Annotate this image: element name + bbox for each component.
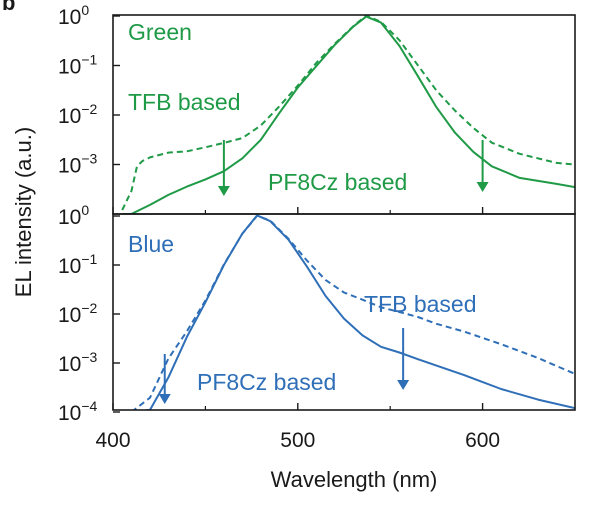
blue-panel-title: Blue — [128, 231, 174, 257]
blue-panel: 100 10−1 10−2 10−3 10−4 Blue TFB based PF8Cz ba… — [58, 202, 576, 425]
blue-series-tfb — [132, 214, 575, 410]
green-y-tick-label: 100 — [58, 2, 89, 29]
green-y-tick-label: 10−3 — [58, 151, 98, 178]
x-tick-label: 500 — [280, 429, 315, 452]
blue-pf8cz-label: PF8Cz based — [197, 369, 336, 395]
green-pf8cz-label: PF8Cz based — [268, 169, 407, 195]
blue-tfb-label: TFB based — [364, 291, 477, 317]
green-y-tick-label: 10−1 — [58, 52, 98, 79]
green-panel: 100 10−1 10−2 10−3 Green TFB based PF8Cz based — [58, 2, 576, 215]
blue-arrow-head — [397, 380, 410, 390]
x-tick-label: 600 — [465, 429, 500, 452]
panel-letter: b — [2, 0, 15, 15]
blue-y-tick-label: 10−2 — [58, 300, 98, 327]
x-tick-label: 400 — [95, 429, 130, 452]
green-series-pf8cz — [122, 15, 575, 214]
x-axis-label: Wavelength (nm) — [271, 467, 438, 492]
green-y-tick-label: 10−2 — [58, 101, 98, 128]
blue-y-tick-label: 10−3 — [58, 349, 98, 376]
blue-series-pf8cz — [140, 214, 575, 410]
blue-y-tick-label: 100 — [58, 202, 89, 229]
blue-y-tick-label: 10−1 — [58, 251, 98, 278]
x-axis-ticks: 400 500 600 — [95, 429, 500, 452]
green-arrow-head — [476, 182, 489, 192]
blue-arrow-head — [158, 394, 171, 404]
green-arrow-head — [217, 186, 230, 196]
y-axis-label: EL intensity (a.u.) — [11, 127, 36, 297]
green-panel-title: Green — [128, 19, 192, 45]
blue-y-tick-label: 10−4 — [58, 398, 98, 425]
green-tfb-label: TFB based — [128, 89, 241, 115]
blue-panel-frame — [112, 213, 576, 411]
green-series-tfb — [121, 15, 575, 211]
